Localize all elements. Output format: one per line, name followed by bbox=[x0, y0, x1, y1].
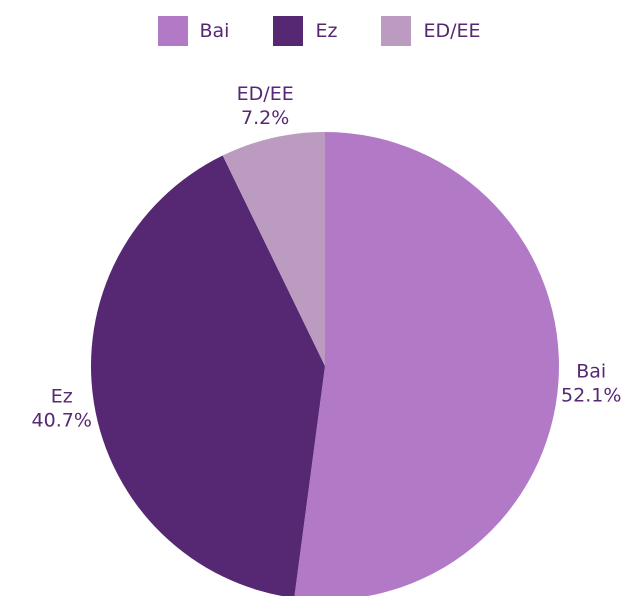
slice-value-ez: 40.7% bbox=[32, 410, 92, 432]
slice-value-ed-ee: 7.2% bbox=[241, 107, 289, 129]
chart-legend: Bai Ez ED/EE bbox=[0, 14, 638, 48]
slice-label-ed-ee: ED/EE bbox=[237, 83, 294, 105]
legend-label-bai: Bai bbox=[199, 20, 230, 42]
legend-swatch-ez bbox=[273, 16, 304, 46]
legend-item-ez: Ez bbox=[273, 16, 337, 46]
slice-label-bai: Bai bbox=[576, 361, 606, 383]
pie-slice-ed-ee bbox=[222, 132, 325, 366]
pie-slices bbox=[91, 132, 559, 596]
legend-swatch-ed-ee bbox=[381, 16, 412, 46]
legend-item-bai: Bai bbox=[157, 16, 230, 46]
legend-swatch-bai bbox=[157, 16, 188, 46]
pie-slice-bai bbox=[294, 132, 559, 596]
legend-label-ed-ee: ED/EE bbox=[423, 20, 481, 42]
slice-value-bai: 52.1% bbox=[561, 385, 621, 407]
slice-label-ez: Ez bbox=[51, 386, 73, 408]
legend-item-ed-ee: ED/EE bbox=[381, 16, 481, 46]
legend-label-ez: Ez bbox=[315, 20, 338, 42]
pie-slice-ez bbox=[91, 155, 325, 596]
